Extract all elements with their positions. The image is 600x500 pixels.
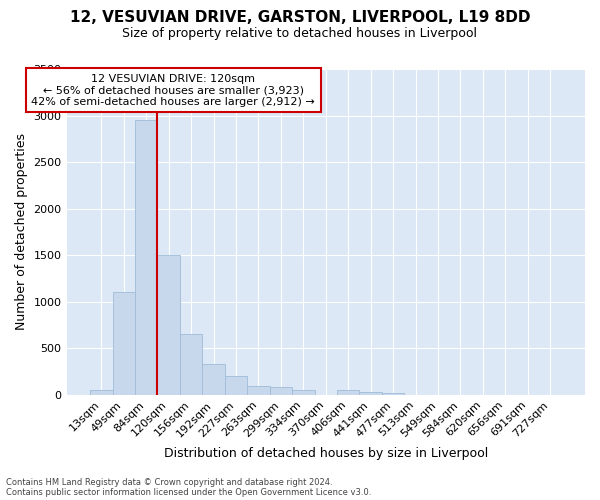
Bar xyxy=(359,392,382,395)
Bar xyxy=(135,120,157,395)
Bar xyxy=(247,386,269,395)
Bar xyxy=(337,390,359,395)
Text: Contains public sector information licensed under the Open Government Licence v3: Contains public sector information licen… xyxy=(6,488,371,497)
Bar xyxy=(180,334,202,395)
X-axis label: Distribution of detached houses by size in Liverpool: Distribution of detached houses by size … xyxy=(164,447,488,460)
Bar xyxy=(292,390,314,395)
Text: Size of property relative to detached houses in Liverpool: Size of property relative to detached ho… xyxy=(122,28,478,40)
Text: 12, VESUVIAN DRIVE, GARSTON, LIVERPOOL, L19 8DD: 12, VESUVIAN DRIVE, GARSTON, LIVERPOOL, … xyxy=(70,10,530,25)
Text: 12 VESUVIAN DRIVE: 120sqm
← 56% of detached houses are smaller (3,923)
42% of se: 12 VESUVIAN DRIVE: 120sqm ← 56% of detac… xyxy=(31,74,315,107)
Y-axis label: Number of detached properties: Number of detached properties xyxy=(15,134,28,330)
Text: Contains HM Land Registry data © Crown copyright and database right 2024.: Contains HM Land Registry data © Crown c… xyxy=(6,478,332,487)
Bar xyxy=(113,292,135,395)
Bar xyxy=(157,255,180,395)
Bar xyxy=(269,388,292,395)
Bar xyxy=(225,376,247,395)
Bar xyxy=(382,393,404,395)
Bar xyxy=(90,390,113,395)
Bar xyxy=(202,364,225,395)
